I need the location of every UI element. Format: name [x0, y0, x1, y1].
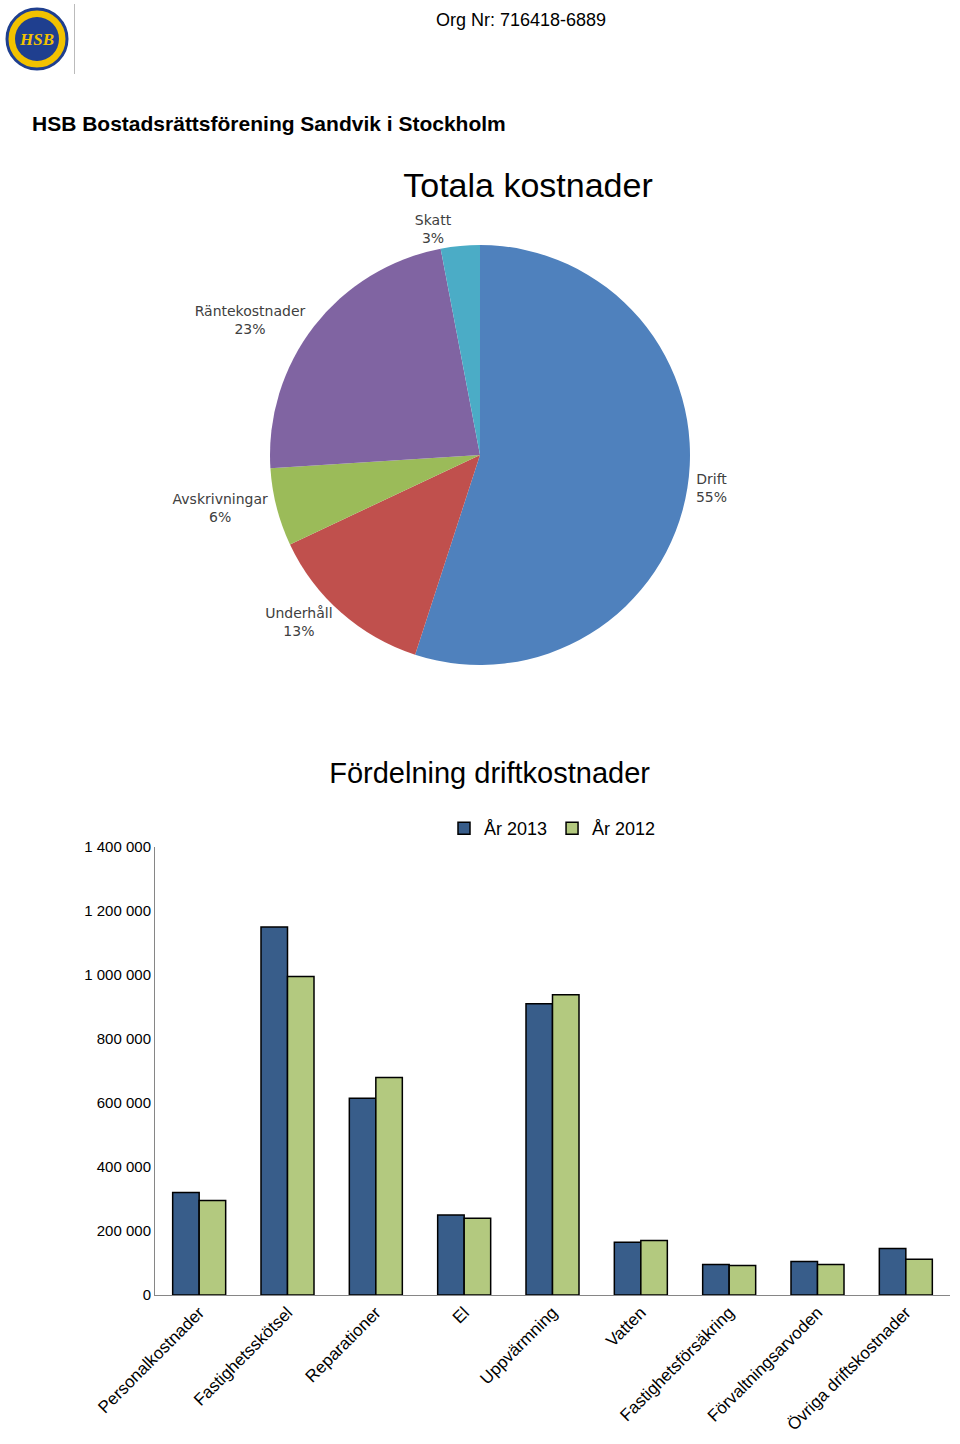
- svg-text:Räntekostnader23%: Räntekostnader23%: [195, 303, 306, 337]
- svg-text:1 200 000: 1 200 000: [84, 902, 151, 919]
- svg-text:År 2012: År 2012: [592, 819, 655, 839]
- svg-text:Fastighetsförsäkring: Fastighetsförsäkring: [616, 1303, 738, 1425]
- svg-text:Avskrivningar6%: Avskrivningar6%: [173, 491, 268, 525]
- svg-text:Uppvärmning: Uppvärmning: [476, 1303, 561, 1388]
- svg-text:El: El: [449, 1303, 473, 1327]
- html-text:HSB Bostadsrättsförening Sandv: HSB Bostadsrättsförening Sandvik i Stock…: [32, 112, 506, 135]
- svg-text:Fastighetsskötsel: Fastighetsskötsel: [190, 1303, 296, 1409]
- svg-text:600 000: 600 000: [97, 1094, 151, 1111]
- svg-text:Vatten: Vatten: [602, 1303, 649, 1350]
- svg-text:0: 0: [143, 1286, 151, 1303]
- svg-text:Övriga driftskostnader: Övriga driftskostnader: [784, 1303, 915, 1434]
- svg-text:Reparationer: Reparationer: [302, 1303, 385, 1386]
- svg-text:Underhåll13%: Underhåll13%: [265, 605, 332, 639]
- html-text:Org Nr: 716418-6889: Org Nr: 716418-6889: [436, 10, 607, 30]
- svg-text:Personalkostnader: Personalkostnader: [94, 1303, 208, 1417]
- svg-text:Fördelning driftkostnader: Fördelning driftkostnader: [329, 757, 650, 789]
- svg-text:År 2013: År 2013: [484, 819, 547, 839]
- svg-text:Totala kostnader: Totala kostnader: [403, 166, 653, 204]
- svg-text:1 000 000: 1 000 000: [84, 966, 151, 983]
- svg-text:Förvaltningsarvoden: Förvaltningsarvoden: [704, 1303, 826, 1425]
- svg-text:HSB: HSB: [19, 30, 54, 49]
- svg-text:200 000: 200 000: [97, 1222, 151, 1239]
- svg-text:800 000: 800 000: [97, 1030, 151, 1047]
- svg-text:Drift55%: Drift55%: [696, 471, 727, 505]
- svg-text:400 000: 400 000: [97, 1158, 151, 1175]
- svg-text:Skatt3%: Skatt3%: [415, 212, 452, 246]
- svg-text:1 400 000: 1 400 000: [84, 838, 151, 855]
